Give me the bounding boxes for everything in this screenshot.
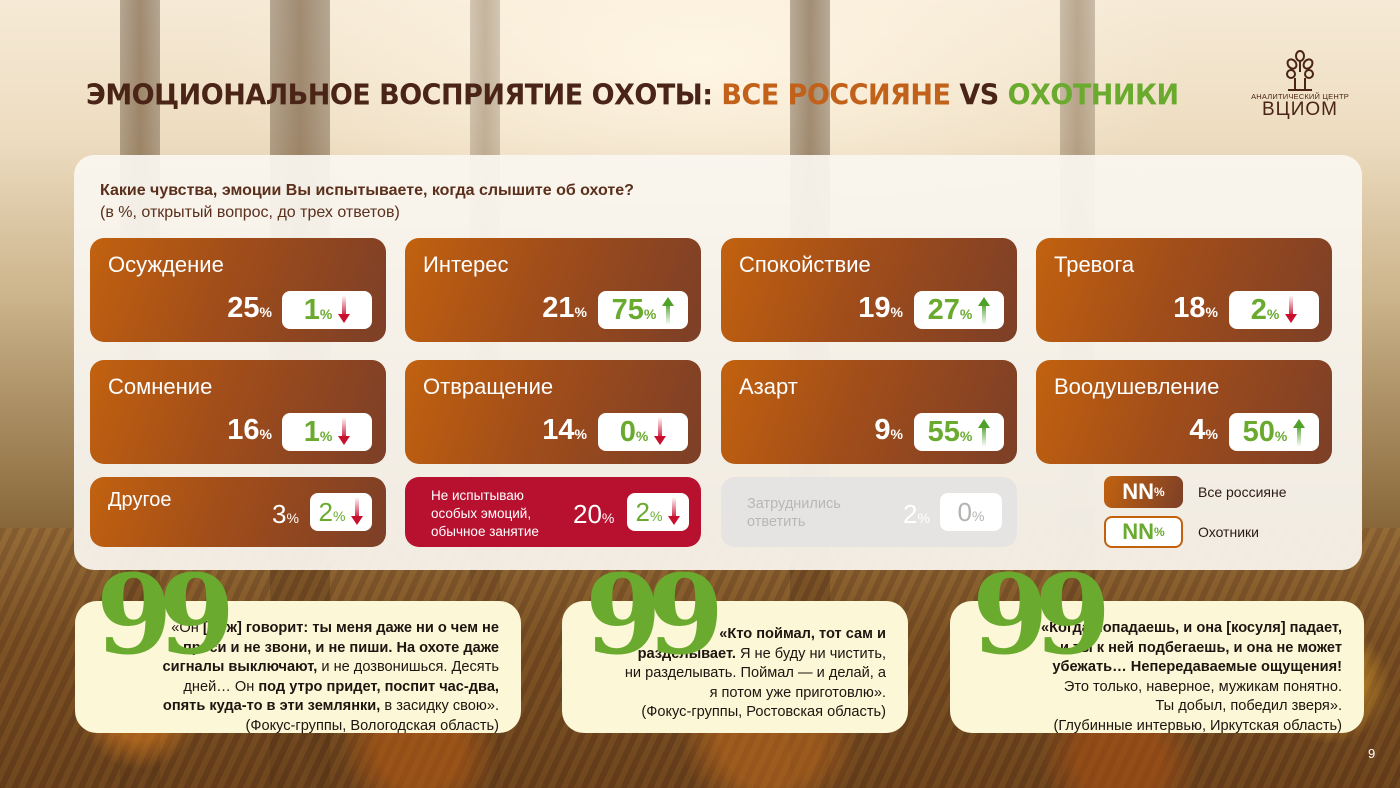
quote-line: «Он [муж] говорит: ты меня даже ни о чем… — [171, 620, 499, 636]
page-title: ЭМОЦИОНАЛЬНОЕ ВОСПРИЯТИЕ ОХОТЫ: ВСЕ РОСС… — [86, 79, 1179, 112]
quote-line: Ты добыл, победил зверя». — [1155, 698, 1342, 714]
question-text: Какие чувства, эмоции Вы испытываете, ко… — [100, 182, 634, 199]
quote-line: сигналы выключают, и не дозвонишься. Дес… — [162, 659, 499, 675]
emotion-card-other: Другое 3% 2% — [90, 477, 386, 547]
quote-card-irkutsk: «Когда попадаешь, и она [косуля] падает,… — [950, 601, 1364, 734]
quote-line: я потом уже приготовлю». — [709, 684, 886, 701]
quote-card-rostov: «Кто поймал, тот сам и разделывает. Я не … — [562, 601, 908, 733]
all-russians-value: 25% — [227, 292, 272, 324]
emotion-card-doubt: Сомнение 16% 1% — [90, 360, 386, 464]
title-vs: VS — [950, 79, 1008, 112]
arrow-down-icon — [338, 295, 351, 325]
quote-line: Это только, наверное, мужикам понятно. — [1063, 678, 1342, 695]
card-label: Затруднились ответить — [747, 496, 841, 530]
card-label: Отвращение — [423, 374, 554, 399]
quote-line: опять куда-то в эти землянки, в засидку … — [162, 698, 499, 714]
logo-caption: АНАЛИТИЧЕСКИЙ ЦЕНТР — [1251, 92, 1349, 101]
arrow-up-icon — [978, 295, 991, 325]
legend-label-all-russians: Все россияне — [1198, 484, 1287, 500]
quote-line: (Фокус-группы, Вологодская область) — [245, 717, 500, 734]
logo-name: ВЦИОМ — [1262, 99, 1338, 120]
arrow-down-icon — [654, 417, 667, 447]
card-label: Тревога — [1054, 252, 1135, 277]
arrow-up-icon — [978, 417, 991, 447]
quote-mark-icon: 99 — [972, 550, 1111, 679]
all-russians-value: 16% — [227, 414, 272, 446]
hunters-value: 0% — [598, 413, 688, 451]
hunters-value: 2% — [310, 493, 372, 531]
emotion-card-interest: Интерес 21% 75% — [405, 238, 701, 342]
legend-swatch-all-russians: NN% — [1104, 476, 1183, 508]
emotion-card-disgust: Отвращение 14% 0% — [405, 360, 701, 464]
card-label: Другое — [108, 489, 172, 511]
card-label: Осуждение — [108, 252, 224, 277]
arrow-up-icon — [1293, 417, 1306, 447]
arrow-down-icon — [338, 417, 351, 447]
arrow-down-icon — [351, 497, 364, 527]
all-russians-value: 3% — [272, 499, 299, 529]
emotion-card-calm: Спокойствие 19% 27% — [721, 238, 1017, 342]
quote-line: (Глубинные интервью, Иркутская область) — [1053, 717, 1342, 734]
question-note: (в %, открытый вопрос, до трех ответов) — [100, 204, 400, 221]
title-text: ЭМОЦИОНАЛЬНОЕ ВОСПРИЯТИЕ ОХОТЫ: — [86, 79, 722, 112]
arrow-down-icon — [668, 497, 681, 527]
quote-mark-icon: 99 — [96, 550, 235, 679]
card-label: Азарт — [739, 374, 798, 399]
hunters-value: 1% — [282, 291, 372, 329]
hunters-value: 2% — [627, 493, 689, 531]
all-russians-value: 14% — [542, 414, 587, 446]
emotion-card-inspiration: Воодушевление 4% 50% — [1036, 360, 1332, 464]
legend-swatch-hunters: NN% — [1104, 516, 1183, 548]
hunters-value: 55% — [914, 413, 1004, 451]
card-label: Воодушевление — [1054, 374, 1220, 399]
quote-line: ни разделывать. Поймал — и делай, а — [624, 665, 886, 681]
quote-card-vologda: «Он [муж] говорит: ты меня даже ни о чем… — [75, 601, 521, 734]
hunters-value: 50% — [1229, 413, 1319, 451]
tree-logo-icon — [1286, 50, 1314, 91]
quote-line: убежать… Непередаваемые ощущения! — [1052, 659, 1342, 675]
hunters-value: 75% — [598, 291, 688, 329]
all-russians-value: 20% — [573, 499, 615, 529]
title-hunters: ОХОТНИКИ — [1007, 79, 1180, 112]
quote-line: (Фокус-группы, Ростовская область) — [641, 704, 886, 720]
all-russians-value: 21% — [542, 292, 587, 324]
title-all-russians: ВСЕ РОССИЯНЕ — [721, 79, 951, 112]
quote-line: «Когда попадаешь, и она [косуля] падает, — [1041, 620, 1342, 636]
quote-mark-icon: 99 — [585, 550, 724, 679]
hunters-value: 27% — [914, 291, 1004, 329]
all-russians-value: 19% — [858, 292, 903, 324]
hunters-value: 1% — [282, 413, 372, 451]
arrow-down-icon — [1285, 295, 1298, 325]
emotion-card-hard-to-answer: Затруднились ответить 2% 0% — [721, 477, 1017, 547]
card-label: Спокойствие — [739, 252, 871, 277]
page-number: 9 — [1368, 746, 1376, 761]
all-russians-value: 2% — [903, 499, 930, 529]
emotion-card-condemnation: Осуждение 25% 1% — [90, 238, 386, 342]
emotion-card-anxiety: Тревога 18% 2% — [1036, 238, 1332, 342]
hunters-value: 2% — [1229, 291, 1319, 329]
all-russians-value: 4% — [1189, 414, 1218, 446]
quote-line: разделывает. Я не буду ни чистить, — [637, 645, 886, 662]
quote-line: дней… Он под утро придет, поспит час-два… — [183, 678, 499, 695]
card-label: Сомнение — [108, 374, 213, 399]
arrow-up-icon — [662, 295, 675, 325]
vciom-logo: АНАЛИТИЧЕСКИЙ ЦЕНТР ВЦИОМ — [1250, 50, 1350, 125]
card-label: Не испытываю особых эмоций, обычное заняти… — [431, 488, 539, 539]
survey-question: Какие чувства, эмоции Вы испытываете, ко… — [100, 180, 634, 224]
quote-line: «Кто поймал, тот сам и — [719, 626, 886, 642]
card-label: Интерес — [423, 252, 509, 277]
all-russians-value: 9% — [874, 414, 903, 446]
all-russians-value: 18% — [1173, 292, 1218, 324]
legend-label-hunters: Охотники — [1198, 524, 1259, 540]
quote-line: проси и не звони, и не пиши. На охоте да… — [182, 639, 499, 656]
emotion-card-excitement: Азарт 9% 55% — [721, 360, 1017, 464]
quote-line: и ты к ней подбегаешь, и она не может — [1060, 639, 1342, 656]
hunters-value: 0% — [940, 493, 1002, 531]
emotion-card-no-emotions: Не испытываю особых эмоций, обычное заняти… — [405, 477, 701, 547]
